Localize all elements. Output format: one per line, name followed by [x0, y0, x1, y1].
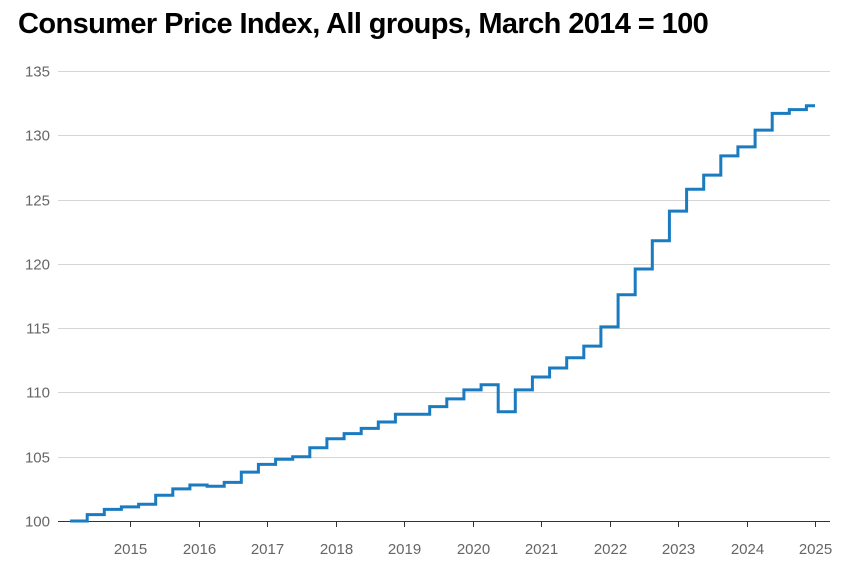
series-line-cpi — [70, 104, 815, 523]
data-point — [77, 519, 81, 523]
data-point — [779, 111, 783, 115]
y-tick-label: 105 — [25, 450, 50, 467]
data-point — [197, 483, 201, 487]
data-point — [727, 154, 731, 158]
data-point — [282, 457, 286, 461]
y-tick-label: 125 — [25, 193, 50, 210]
data-point — [590, 344, 594, 348]
data-point — [419, 412, 423, 416]
x-axis: 2015 2016 2017 2018 2019 2020 2021 2022 2023 2024… — [114, 521, 832, 558]
data-point — [179, 487, 183, 491]
data-point — [642, 267, 646, 271]
y-tick-label: 120 — [25, 257, 50, 274]
data-point — [693, 187, 697, 191]
x-tick-label: 2025 — [799, 541, 832, 558]
x-tick-label: 2016 — [183, 541, 216, 558]
data-point — [471, 388, 475, 392]
data-point — [505, 410, 509, 414]
data-point — [111, 507, 115, 511]
data-point — [231, 480, 235, 484]
data-point — [351, 432, 355, 436]
data-point — [145, 502, 149, 506]
data-point — [128, 505, 132, 509]
data-point — [608, 325, 612, 329]
data-point — [385, 420, 389, 424]
chart-title: Consumer Price Index, All groups, March … — [18, 8, 709, 40]
data-point — [368, 426, 372, 430]
y-tick-label: 100 — [25, 514, 50, 531]
data-point — [710, 173, 714, 177]
y-tick-label: 135 — [25, 64, 50, 81]
data-point — [453, 397, 457, 401]
data-point — [796, 108, 800, 112]
data-point — [402, 412, 406, 416]
data-point — [334, 437, 338, 441]
data-point — [162, 493, 166, 497]
x-tick-label: 2019 — [388, 541, 421, 558]
data-point — [248, 470, 252, 474]
data-point — [659, 239, 663, 243]
x-tick-label: 2020 — [457, 541, 490, 558]
y-tick-label: 130 — [25, 128, 50, 145]
y-axis-tick-labels: 100 105 110 115 120 125 130 135 — [25, 64, 50, 531]
data-point — [762, 128, 766, 132]
grid-lines — [58, 71, 830, 522]
data-point — [625, 293, 629, 297]
y-tick-label: 115 — [26, 321, 50, 338]
data-point — [214, 484, 218, 488]
x-tick-label: 2015 — [114, 541, 147, 558]
data-point — [299, 455, 303, 459]
data-point — [488, 383, 492, 387]
x-tick-label: 2018 — [320, 541, 353, 558]
series-layer — [70, 104, 817, 523]
data-point — [522, 388, 526, 392]
data-point — [94, 513, 98, 517]
x-tick-label: 2023 — [662, 541, 695, 558]
data-point — [265, 462, 269, 466]
data-point — [676, 209, 680, 213]
x-tick-label: 2017 — [251, 541, 284, 558]
x-tick-label: 2022 — [594, 541, 627, 558]
x-tick-label: 2021 — [525, 541, 558, 558]
data-point — [745, 145, 749, 149]
data-point — [813, 104, 817, 108]
data-point — [556, 366, 560, 370]
data-point — [539, 375, 543, 379]
x-tick-label: 2024 — [731, 541, 764, 558]
y-tick-label: 110 — [26, 385, 50, 402]
data-point — [573, 356, 577, 360]
data-point — [316, 446, 320, 450]
data-point — [436, 405, 440, 409]
